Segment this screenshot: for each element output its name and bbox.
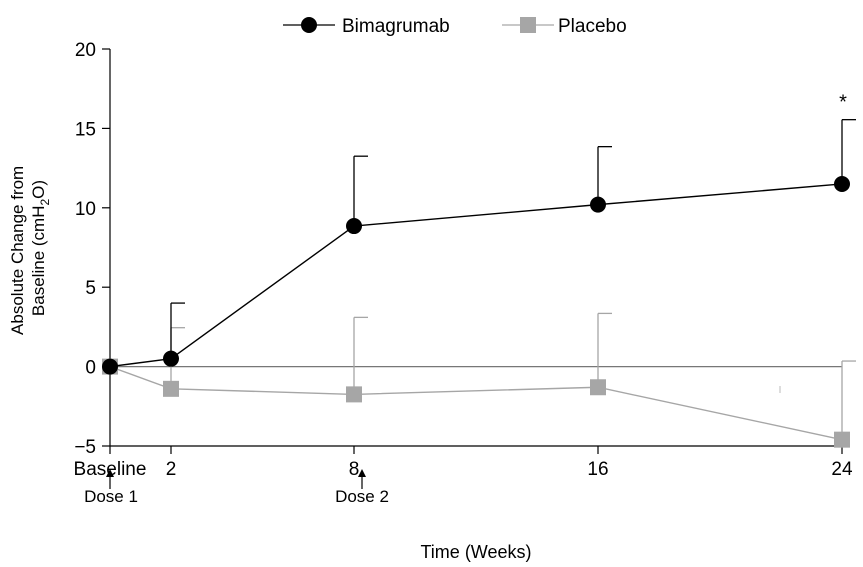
point-placebo-1 (163, 380, 179, 397)
point-placebo-4 (834, 431, 850, 448)
y-axis-title: Absolute Change from Baseline (cmH2O) (8, 161, 52, 335)
y-axis-title-line2-post: O) (29, 180, 48, 199)
series-placebo (102, 312, 856, 448)
x-tick-label-3: 16 (587, 459, 608, 480)
point-bimagrumab-0 (102, 358, 118, 375)
legend-item-placebo: Placebo (502, 16, 627, 37)
y-tick-label-1: 0 (85, 358, 96, 379)
x-ticks: Baseline281624 (74, 446, 853, 480)
point-placebo-2 (346, 386, 362, 403)
point-bimagrumab-3 (590, 196, 606, 213)
y-axis-title-line1: Absolute Change from (8, 166, 27, 335)
dose-2-label: Dose 2 (335, 487, 389, 506)
y-tick-label-0: −5 (74, 437, 96, 458)
point-placebo-3 (590, 379, 606, 396)
significance-asterisk: * (839, 91, 847, 113)
series-bimagrumab (102, 119, 856, 375)
x-axis-title: Time (Weeks) (420, 542, 531, 562)
legend-label-placebo: Placebo (558, 16, 627, 37)
legend-item-bimagrumab: Bimagrumab (283, 16, 450, 37)
dose-1-label: Dose 1 (84, 487, 138, 506)
dose-1-annotation: Dose 1 (84, 469, 138, 506)
y-tick-label-4: 15 (75, 119, 96, 140)
point-bimagrumab-1 (163, 350, 179, 367)
dose-2-annotation: Dose 2 (335, 469, 389, 506)
dose-2-arrowhead (358, 469, 366, 477)
legend-label-bimagrumab: Bimagrumab (342, 16, 450, 37)
point-bimagrumab-4 (834, 175, 850, 192)
y-axis-title-subscript: 2 (38, 199, 52, 206)
x-tick-label-4: 24 (831, 459, 853, 480)
legend: Bimagrumab Placebo (283, 16, 627, 37)
y-axis-title-line2-pre: Baseline (cmH (29, 206, 48, 317)
series-layer (102, 119, 856, 448)
y-axis-title-line2: Baseline (cmH2O) (29, 180, 52, 316)
y-tick-label-5: 20 (75, 40, 96, 61)
y-tick-label-3: 10 (75, 199, 96, 220)
point-bimagrumab-2 (346, 218, 362, 235)
legend-marker-bimagrumab (301, 17, 317, 33)
y-ticks: −5 0 5 10 15 20 (74, 40, 110, 458)
x-tick-label-2: 8 (349, 459, 360, 480)
line-bimagrumab (109, 183, 843, 368)
x-tick-label-1: 2 (166, 459, 177, 480)
dose-1-arrowhead (106, 469, 114, 477)
line-placebo (109, 365, 843, 441)
y-tick-label-2: 5 (85, 278, 96, 299)
legend-marker-placebo (520, 17, 536, 33)
